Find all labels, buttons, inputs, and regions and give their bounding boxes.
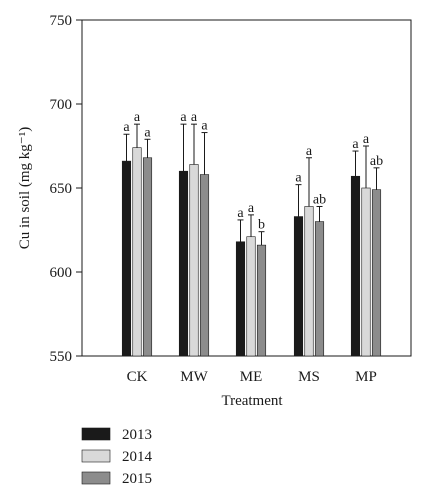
- significance-letter: a: [144, 125, 151, 140]
- y-tick-label: 650: [50, 181, 73, 197]
- significance-letter: ab: [370, 154, 383, 169]
- bar: [178, 170, 189, 357]
- significance-letter: a: [123, 120, 130, 135]
- significance-letter: a: [180, 110, 187, 125]
- bar: [246, 236, 256, 357]
- significance-letter: a: [201, 119, 208, 134]
- significance-letter: ab: [313, 192, 326, 207]
- significance-letter: a: [352, 137, 359, 152]
- bar: [314, 221, 325, 357]
- bar: [256, 244, 267, 357]
- significance-letter: a: [295, 171, 302, 186]
- bar: [371, 189, 382, 357]
- bar: [121, 160, 132, 357]
- bar: [235, 241, 246, 357]
- y-tick-label: 600: [50, 265, 73, 281]
- x-tick-label: MP: [355, 369, 377, 385]
- legend-swatch: [81, 471, 111, 485]
- x-tick-label: MS: [298, 369, 320, 385]
- bar: [199, 174, 210, 357]
- significance-letter: a: [134, 110, 141, 125]
- bar: [132, 147, 142, 357]
- legend: 2013 2014 2015: [81, 427, 153, 487]
- x-tick-label: ME: [240, 369, 263, 385]
- legend-label: 2014: [122, 449, 153, 465]
- bar: [350, 175, 361, 357]
- significance-letter: a: [363, 132, 370, 147]
- y-tick-label: 750: [50, 13, 73, 29]
- legend-swatch: [81, 449, 111, 463]
- significance-letter: a: [191, 110, 198, 125]
- significance-letter: a: [237, 206, 244, 221]
- x-tick-label: MW: [180, 369, 208, 385]
- x-axis: CK MW ME MS MP: [127, 369, 377, 385]
- legend-label: 2015: [122, 471, 152, 487]
- x-axis-label: Treatment: [221, 393, 283, 409]
- y-axis: 550 600 650 700 750: [50, 13, 82, 365]
- bar: [189, 164, 199, 357]
- significance-letter: a: [306, 144, 313, 159]
- y-tick-label: 700: [50, 97, 73, 113]
- bar: [142, 157, 153, 357]
- significance-letter: b: [258, 218, 265, 233]
- y-axis-label: Cu in soil (mg kg⁻¹): [17, 127, 33, 249]
- bar: [361, 187, 371, 357]
- bar: [293, 216, 304, 357]
- legend-label: 2013: [122, 427, 152, 443]
- significance-letter: a: [248, 201, 255, 216]
- legend-swatch: [81, 427, 111, 441]
- bar: [304, 206, 314, 357]
- y-tick-label: 550: [50, 349, 73, 365]
- x-tick-label: CK: [127, 369, 148, 385]
